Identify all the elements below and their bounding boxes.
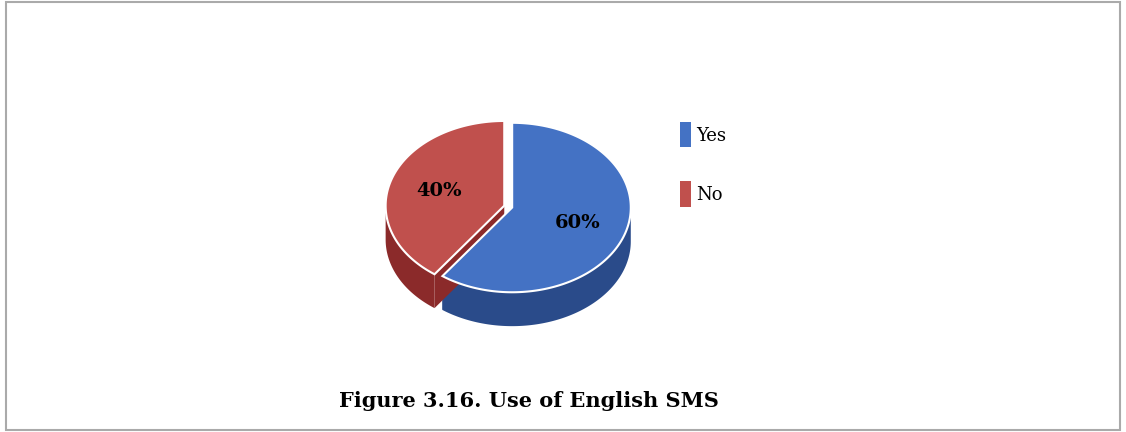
Polygon shape <box>435 206 504 308</box>
Text: Yes: Yes <box>697 127 726 144</box>
Polygon shape <box>385 206 435 308</box>
Text: 60%: 60% <box>555 214 600 232</box>
Text: No: No <box>697 186 723 204</box>
Text: 40%: 40% <box>415 181 462 200</box>
Polygon shape <box>443 207 512 310</box>
Polygon shape <box>443 123 631 292</box>
Polygon shape <box>443 208 631 326</box>
Bar <box>679 181 691 206</box>
Text: Figure 3.16. Use of English SMS: Figure 3.16. Use of English SMS <box>339 391 720 411</box>
Bar <box>679 122 691 147</box>
Polygon shape <box>385 121 504 274</box>
